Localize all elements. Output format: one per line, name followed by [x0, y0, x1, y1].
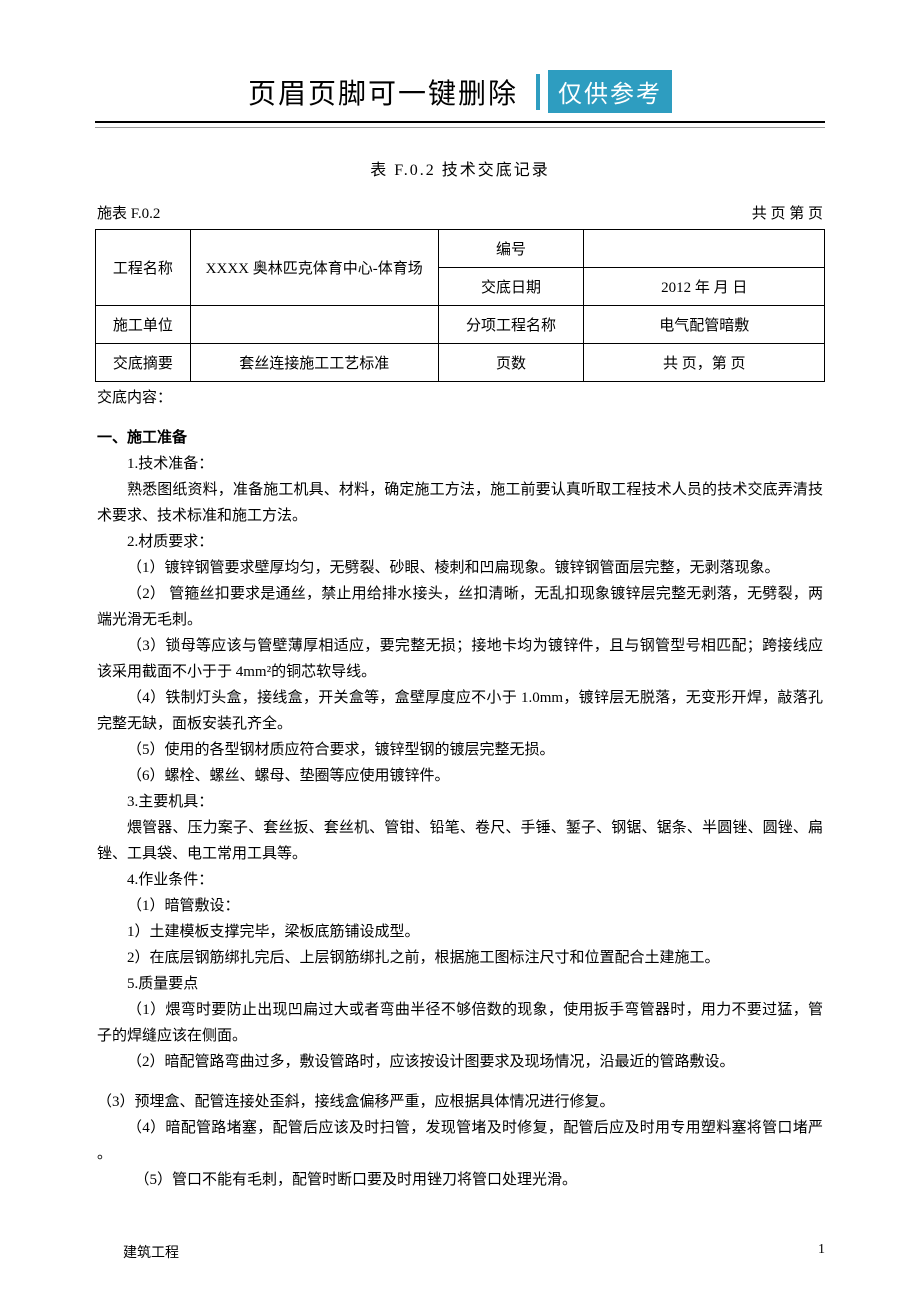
body-text: 4.作业条件： — [97, 867, 823, 893]
page-header: 页眉页脚可一键删除 仅供参考 — [95, 70, 825, 113]
label-pages: 页数 — [438, 344, 584, 382]
body-text: 煨管器、压力案子、套丝扳、套丝机、管钳、铅笔、卷尺、手锤、錾子、钢锯、锯条、半圆… — [97, 815, 823, 867]
heading-1: 一、施工准备 — [97, 425, 823, 451]
label-unit: 施工单位 — [96, 306, 191, 344]
value-unit — [190, 306, 438, 344]
body-text: （2） 管箍丝扣要求是通丝，禁止用给排水接头，丝扣清晰，无乱扣现象镀锌层完整无剥… — [97, 581, 823, 633]
body-text: 2.材质要求： — [97, 529, 823, 555]
label-subproject: 分项工程名称 — [438, 306, 584, 344]
label-date: 交底日期 — [438, 268, 584, 306]
body-text: （5）管口不能有毛刺，配管时断口要及时用锉刀将管口处理光滑。 — [97, 1167, 823, 1193]
body-text: 1）土建模板支撑完毕，梁板底筋铺设成型。 — [97, 919, 823, 945]
value-number — [584, 230, 825, 268]
body-text: （4）暗配管路堵塞，配管后应该及时扫管，发现管堵及时修复，配管后应及时用专用塑料… — [97, 1115, 823, 1167]
meta-row: 施表 F.0.2 共 页 第 页 — [95, 202, 825, 223]
header-title: 页眉页脚可一键删除 — [248, 72, 518, 112]
body-text: 熟悉图纸资料，准备施工机具、材料，确定施工方法，施工前要认真听取工程技术人员的技… — [97, 477, 823, 529]
body-text: 3.主要机具： — [97, 789, 823, 815]
value-date: 2012 年 月 日 — [584, 268, 825, 306]
blank-line — [97, 1075, 823, 1089]
label-summary: 交底摘要 — [96, 344, 191, 382]
value-summary: 套丝连接施工工艺标准 — [190, 344, 438, 382]
content-body: 一、施工准备 1.技术准备： 熟悉图纸资料，准备施工机具、材料，确定施工方法，施… — [95, 425, 825, 1193]
body-text: （4）铁制灯头盒，接线盒，开关盒等，盒壁厚度应不小于 1.0mm，镀锌层无脱落，… — [97, 685, 823, 737]
body-text: （3）预埋盒、配管连接处歪斜，接线盒偏移严重，应根据具体情况进行修复。 — [97, 1089, 823, 1115]
body-text: 1.技术准备： — [97, 451, 823, 477]
value-pages: 共 页，第 页 — [584, 344, 825, 382]
label-number: 编号 — [438, 230, 584, 268]
value-subproject: 电气配管暗敷 — [584, 306, 825, 344]
page-count: 共 页 第 页 — [752, 202, 823, 223]
label-project-name: 工程名称 — [96, 230, 191, 306]
body-text: （6）螺栓、螺丝、螺母、垫圈等应使用镀锌件。 — [97, 763, 823, 789]
table-row: 施工单位 分项工程名称 电气配管暗敷 — [96, 306, 825, 344]
body-text: 5.质量要点 — [97, 971, 823, 997]
footer-category: 建筑工程 — [95, 1242, 179, 1262]
body-text: （1）暗管敷设： — [97, 893, 823, 919]
header-rule-thick — [95, 121, 825, 123]
table-row: 工程名称 XXXX 奥林匹克体育中心-体育场 编号 — [96, 230, 825, 268]
body-text: （5）使用的各型钢材质应符合要求，镀锌型钢的镀层完整无损。 — [97, 737, 823, 763]
body-text: （1）镀锌钢管要求壁厚均匀，无劈裂、砂眼、棱刺和凹扁现象。镀锌钢管面层完整，无剥… — [97, 555, 823, 581]
header-divider — [536, 74, 540, 110]
page-footer: 建筑工程 1 — [95, 1242, 825, 1262]
table-row: 交底摘要 套丝连接施工工艺标准 页数 共 页，第 页 — [96, 344, 825, 382]
document-title: 表 F.0.2 技术交底记录 — [95, 156, 825, 180]
info-table: 工程名称 XXXX 奥林匹克体育中心-体育场 编号 交底日期 2012 年 月 … — [95, 229, 825, 382]
reference-badge: 仅供参考 — [548, 70, 672, 113]
header-rule-thin — [95, 127, 825, 128]
footer-page-number: 1 — [818, 1242, 825, 1262]
body-text: （1）煨弯时要防止出现凹扁过大或者弯曲半径不够倍数的现象，使用扳手弯管器时，用力… — [97, 997, 823, 1049]
body-text: （2）暗配管路弯曲过多，敷设管路时，应该按设计图要求及现场情况，沿最近的管路敷设… — [97, 1049, 823, 1075]
body-text: 2）在底层钢筋绑扎完后、上层钢筋绑扎之前，根据施工图标注尺寸和位置配合土建施工。 — [97, 945, 823, 971]
content-label: 交底内容： — [97, 386, 825, 407]
body-text: （3）锁母等应该与管壁薄厚相适应，要完整无损；接地卡均为镀锌件，且与钢管型号相匹… — [97, 633, 823, 685]
value-project-name: XXXX 奥林匹克体育中心-体育场 — [190, 230, 438, 306]
form-number: 施表 F.0.2 — [97, 202, 160, 223]
